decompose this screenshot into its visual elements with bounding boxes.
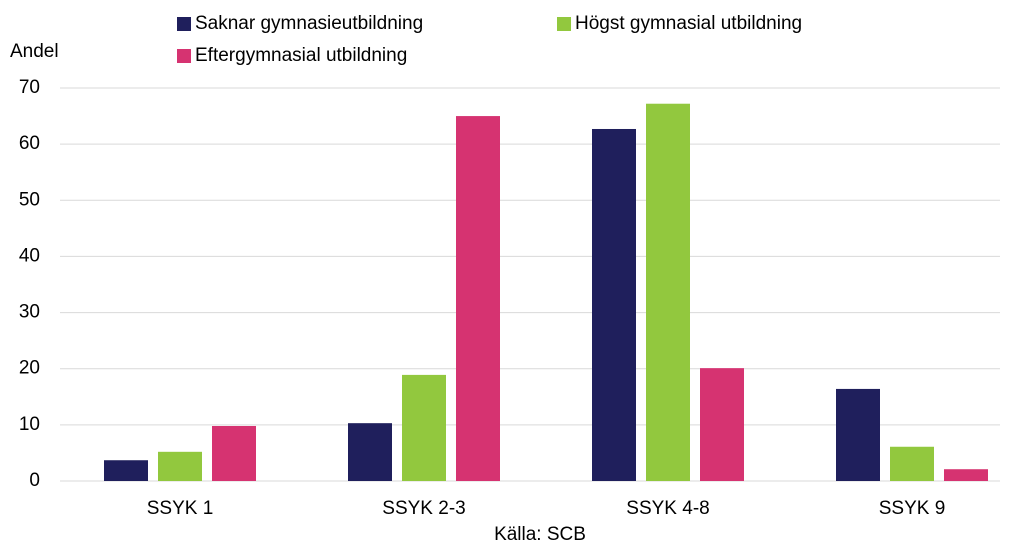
legend-swatch: [557, 17, 571, 31]
x-tick-label: SSYK 9: [879, 498, 946, 519]
bar: [592, 128, 636, 481]
legend-swatch: [177, 49, 191, 63]
bar: [348, 423, 392, 481]
y-tick-label: 60: [19, 133, 40, 154]
y-tick-label: 20: [19, 358, 40, 379]
legend-swatch: [177, 17, 191, 31]
source-label: Källa: SCB: [494, 524, 586, 545]
bar: [944, 469, 988, 481]
bar: [212, 425, 256, 481]
bar: [402, 374, 446, 481]
y-axis-label: Andel: [10, 41, 59, 62]
y-tick-label: 50: [19, 189, 40, 210]
y-tick-label: 70: [19, 77, 40, 98]
y-tick-label: 0: [29, 470, 40, 491]
bar: [104, 460, 148, 481]
x-tick-label: SSYK 2-3: [382, 498, 465, 519]
bar: [456, 116, 500, 482]
bar: [646, 103, 690, 481]
x-tick-label: SSYK 1: [147, 498, 214, 519]
x-tick-label: SSYK 4-8: [626, 498, 709, 519]
y-tick-label: 40: [19, 245, 40, 266]
bar: [836, 388, 880, 481]
legend-label: Saknar gymnasieutbildning: [195, 13, 423, 34]
bar: [890, 446, 934, 481]
bar: [700, 368, 744, 481]
y-tick-label: 30: [19, 302, 40, 323]
y-tick-label: 10: [19, 414, 40, 435]
bar: [158, 451, 202, 481]
legend-label: Eftergymnasial utbildning: [195, 45, 407, 66]
legend-label: Högst gymnasial utbildning: [575, 13, 802, 34]
